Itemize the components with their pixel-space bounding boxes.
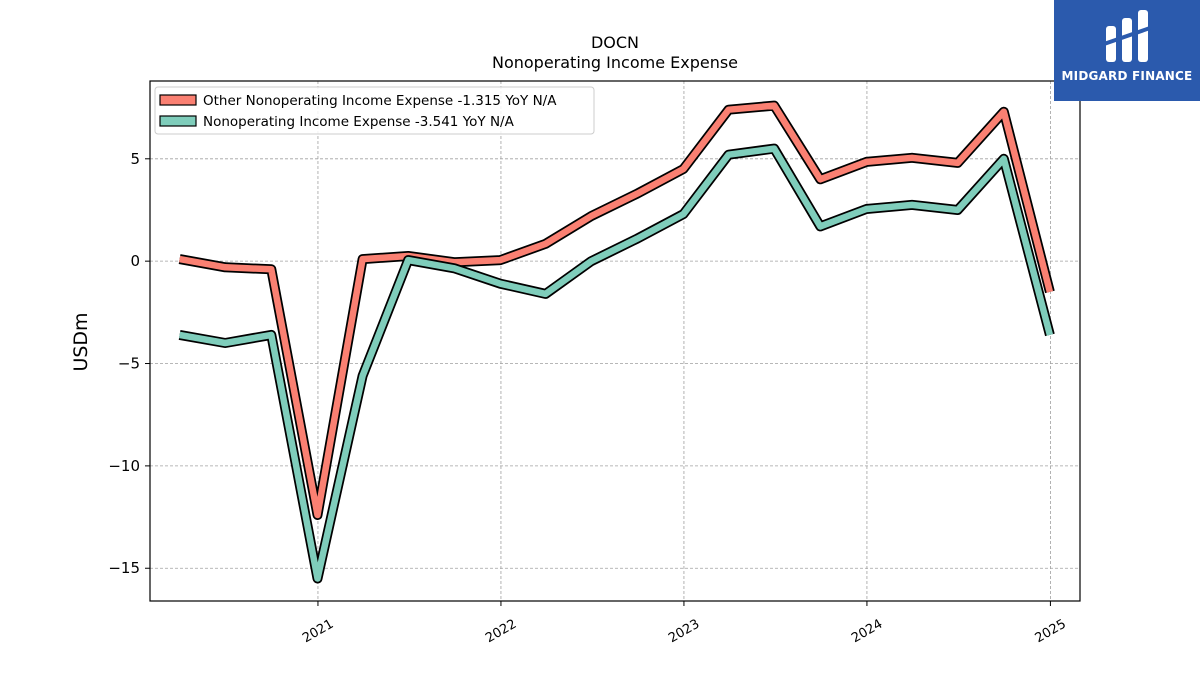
chart-subtitle: Nonoperating Income Expense: [492, 53, 738, 72]
y-tick-label: 5: [130, 150, 140, 168]
x-tick-label: 2021: [300, 617, 336, 647]
x-tick-label: 2023: [666, 617, 702, 647]
x-tick-label: 2022: [483, 617, 519, 647]
y-tick-label: −15: [108, 559, 140, 577]
legend-swatch-other-nonoperating: [159, 94, 197, 106]
series-line-nonoperating: [179, 145, 1054, 582]
y-axis-label: USDm: [70, 312, 92, 371]
series-lines: [178, 100, 1055, 584]
x-tick-label: 2025: [1033, 617, 1069, 647]
series-outline-other-nonoperating: [178, 100, 1055, 520]
legend-swatch-nonoperating: [159, 115, 197, 127]
chart-title: DOCN: [591, 33, 639, 52]
legend-label-nonoperating: Nonoperating Income Expense -3.541 YoY N…: [203, 114, 515, 130]
axis-ticks: 5 0 −5 −10 −15 2021 2022 2023 2024 2025: [108, 150, 1068, 646]
legend: Other Nonoperating Income Expense -1.315…: [154, 86, 595, 135]
logo-text: MIDGARD FINANCE: [1061, 69, 1193, 83]
midgard-finance-logo: MIDGARD FINANCE: [1054, 0, 1200, 101]
y-tick-label: −10: [108, 457, 140, 475]
legend-label-other-nonoperating: Other Nonoperating Income Expense -1.315…: [203, 93, 557, 109]
plot-area-frame: [149, 80, 1081, 602]
x-tick-label: 2024: [849, 617, 885, 647]
y-tick-label: −5: [118, 355, 140, 373]
legend-frame: [154, 86, 595, 135]
midgard-logo-icon: [1103, 10, 1151, 62]
series-line-other-nonoperating: [179, 102, 1054, 519]
y-tick-label: 0: [130, 252, 140, 270]
